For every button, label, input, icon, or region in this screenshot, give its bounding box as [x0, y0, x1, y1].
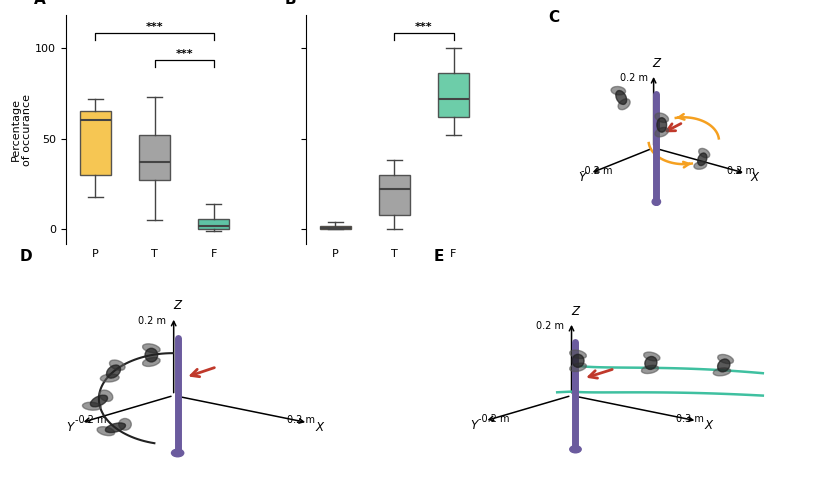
Text: ***: ***: [415, 22, 433, 32]
Ellipse shape: [97, 427, 115, 436]
Ellipse shape: [616, 91, 626, 105]
Ellipse shape: [618, 99, 630, 110]
PathPatch shape: [438, 73, 469, 117]
Ellipse shape: [718, 359, 730, 372]
PathPatch shape: [320, 226, 351, 229]
Text: Y: Y: [471, 418, 478, 432]
Circle shape: [652, 198, 661, 205]
Text: 0.2 m: 0.2 m: [287, 415, 315, 425]
Ellipse shape: [611, 87, 625, 95]
Ellipse shape: [569, 363, 587, 372]
Ellipse shape: [145, 348, 157, 362]
Text: 0.2 m: 0.2 m: [138, 316, 166, 326]
Circle shape: [171, 449, 184, 457]
Text: C: C: [548, 10, 559, 25]
Ellipse shape: [655, 127, 668, 137]
Ellipse shape: [110, 360, 125, 370]
Ellipse shape: [641, 365, 658, 374]
Y-axis label: Percentage
of occurance: Percentage of occurance: [11, 94, 32, 165]
PathPatch shape: [80, 111, 111, 175]
Ellipse shape: [694, 161, 707, 170]
Ellipse shape: [644, 352, 660, 361]
PathPatch shape: [199, 218, 229, 229]
Text: Y: Y: [67, 421, 73, 434]
Circle shape: [569, 446, 581, 453]
Ellipse shape: [91, 395, 108, 407]
Ellipse shape: [645, 357, 657, 369]
Ellipse shape: [106, 365, 120, 378]
Text: 0.2 m: 0.2 m: [620, 73, 648, 83]
Text: ***: ***: [146, 22, 163, 32]
Text: 0.3 m: 0.3 m: [677, 414, 705, 424]
Text: X: X: [751, 171, 759, 184]
Text: -0.2 m: -0.2 m: [75, 415, 106, 425]
Ellipse shape: [714, 368, 731, 376]
Text: X: X: [704, 418, 712, 432]
Text: Y: Y: [578, 171, 585, 184]
PathPatch shape: [379, 175, 410, 215]
Text: Z: Z: [174, 299, 181, 312]
Ellipse shape: [143, 358, 160, 366]
Text: Z: Z: [572, 305, 579, 318]
Ellipse shape: [143, 344, 160, 353]
Ellipse shape: [699, 148, 709, 158]
Ellipse shape: [101, 374, 119, 382]
Ellipse shape: [657, 118, 667, 132]
Ellipse shape: [718, 355, 733, 364]
Ellipse shape: [572, 354, 584, 367]
Text: A: A: [34, 0, 46, 7]
Text: -0.2 m: -0.2 m: [581, 166, 612, 176]
PathPatch shape: [139, 135, 170, 181]
Ellipse shape: [82, 402, 101, 410]
Text: X: X: [316, 421, 323, 434]
Ellipse shape: [105, 423, 125, 433]
Ellipse shape: [100, 390, 113, 401]
Text: 0.2 m: 0.2 m: [536, 321, 564, 331]
Text: Z: Z: [653, 57, 660, 70]
Ellipse shape: [655, 113, 668, 122]
Ellipse shape: [119, 418, 131, 430]
Text: B: B: [284, 0, 296, 7]
Text: E: E: [433, 249, 444, 265]
Ellipse shape: [698, 153, 707, 165]
Ellipse shape: [569, 350, 587, 359]
Text: -0.2 m: -0.2 m: [478, 414, 509, 424]
Text: 0.2 m: 0.2 m: [727, 166, 755, 176]
Text: ***: ***: [176, 49, 193, 59]
Text: D: D: [20, 249, 33, 265]
